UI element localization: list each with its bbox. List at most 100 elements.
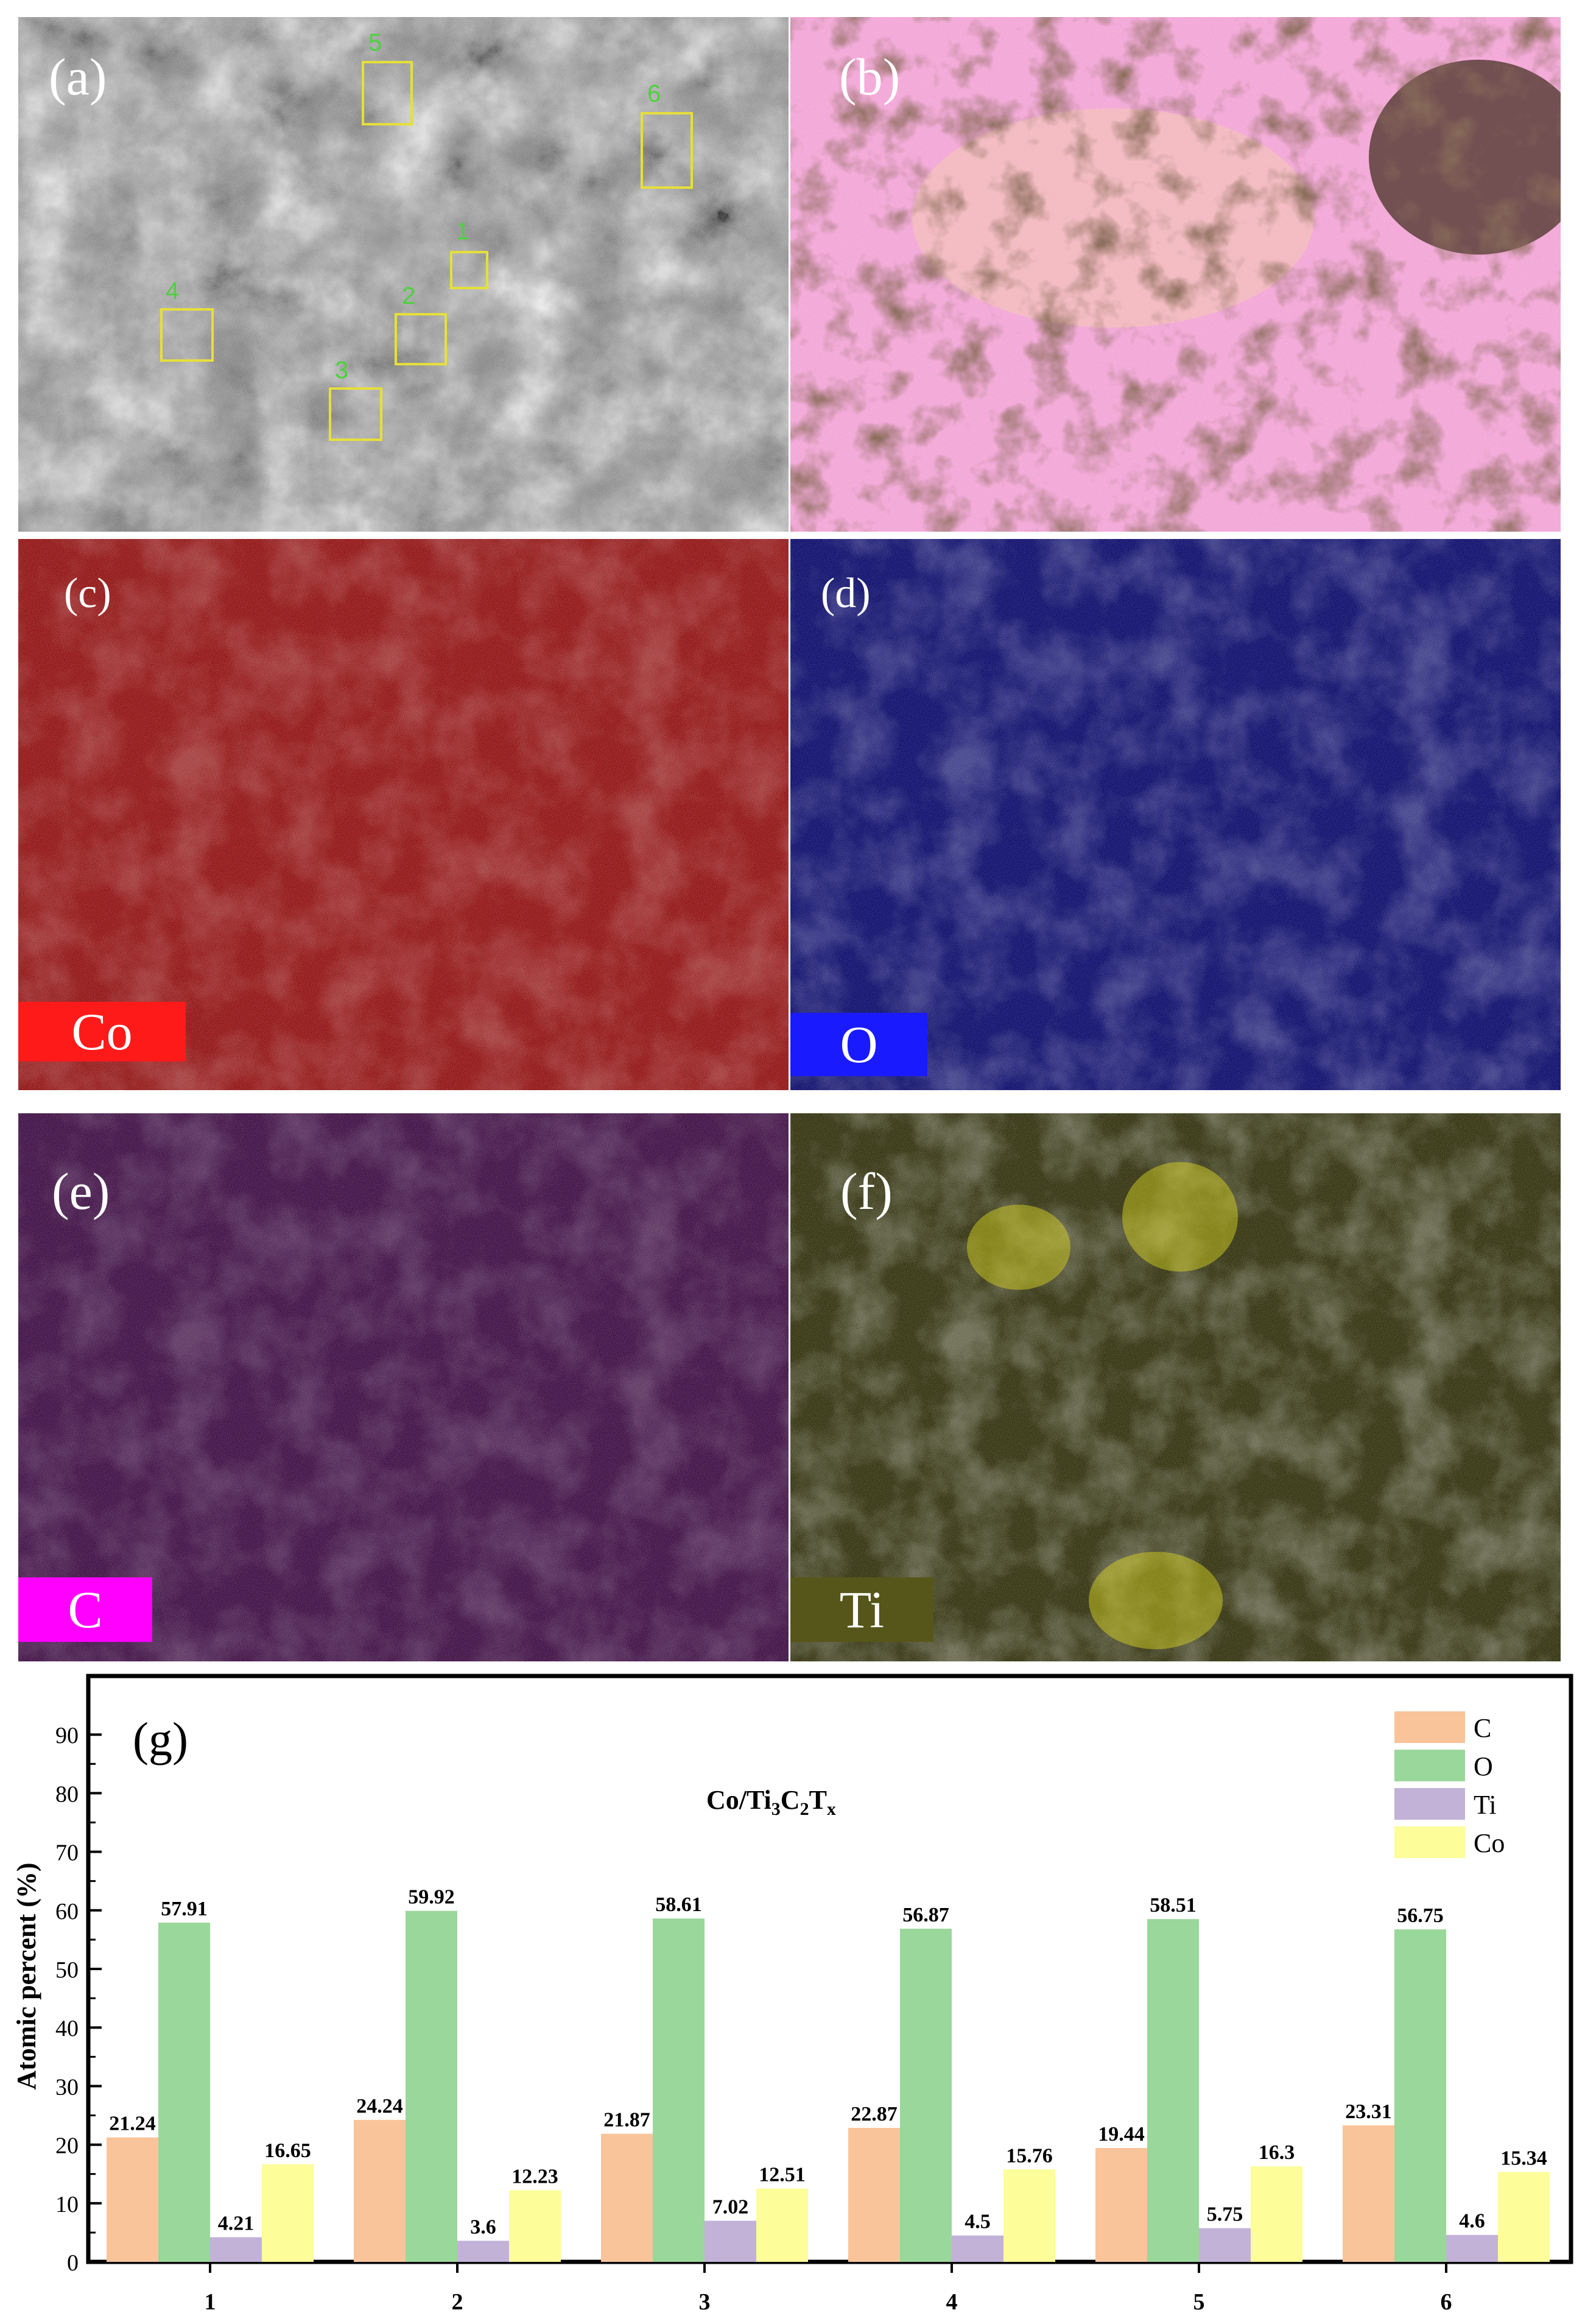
legend-swatch-c bbox=[1394, 1711, 1465, 1743]
legend: CO Ti Co bbox=[1394, 1711, 1505, 1858]
y-axis: 0 10 20 30 40 50 60 70 80 90 bbox=[55, 1723, 102, 2276]
bar-value-label: 15.34 bbox=[1500, 2147, 1547, 2169]
panel-b-overlay-map: (b) bbox=[790, 17, 1561, 532]
bar-c-1 bbox=[107, 2137, 158, 2262]
bar-value-label: 16.65 bbox=[264, 2139, 311, 2162]
roi-box-5 bbox=[362, 61, 413, 125]
bar-co-6 bbox=[1498, 2172, 1550, 2262]
y-tick-label: 0 bbox=[67, 2250, 79, 2276]
bar-co-1 bbox=[262, 2164, 314, 2262]
x-axis: 1 2 3 4 5 6 bbox=[205, 2262, 1452, 2314]
legend-swatch-co bbox=[1394, 1826, 1465, 1858]
panel-label-e: (e) bbox=[52, 1162, 110, 1220]
roi-number-6: 6 bbox=[647, 80, 661, 107]
bars-group bbox=[107, 1910, 1550, 2262]
x-tick-label: 2 bbox=[452, 2289, 463, 2314]
y-tick-label: 30 bbox=[55, 2074, 79, 2100]
bar-value-label: 12.23 bbox=[511, 2165, 558, 2188]
y-axis-label: Atomic percent (%) bbox=[12, 1862, 41, 2090]
bar-o-3 bbox=[653, 1918, 705, 2262]
bar-value-label: 4.6 bbox=[1459, 2210, 1485, 2233]
legend-swatch-o bbox=[1394, 1750, 1465, 1781]
roi-box-2 bbox=[395, 313, 447, 365]
bar-value-label: 24.24 bbox=[356, 2095, 403, 2118]
y-tick-label: 50 bbox=[55, 1957, 79, 1983]
bar-value-label: 56.75 bbox=[1397, 1904, 1444, 1927]
roi-number-4: 4 bbox=[166, 278, 180, 305]
panel-f-ti-map: (f) Ti bbox=[790, 1113, 1561, 1661]
bar-value-label: 4.21 bbox=[218, 2212, 255, 2234]
bar-co-3 bbox=[756, 2188, 808, 2262]
bar-o-2 bbox=[406, 1910, 457, 2262]
bar-ti-6 bbox=[1446, 2234, 1498, 2262]
element-tag-ti: Ti bbox=[790, 1577, 933, 1642]
y-tick-label: 20 bbox=[55, 2133, 79, 2159]
bar-value-label: 19.44 bbox=[1098, 2123, 1145, 2146]
bar-value-label: 56.87 bbox=[902, 1904, 949, 1926]
roi-number-2: 2 bbox=[402, 283, 416, 309]
element-tag-c: C bbox=[18, 1577, 152, 1642]
bar-value-label: 15.76 bbox=[1006, 2144, 1053, 2167]
roi-box-4 bbox=[160, 308, 214, 362]
plot-frame bbox=[86, 1674, 1573, 2264]
y-tick-label: 10 bbox=[55, 2192, 79, 2217]
o-map-image bbox=[790, 539, 1561, 1090]
panel-label-g: (g) bbox=[133, 1713, 188, 1766]
bar-value-label: 57.91 bbox=[161, 1898, 208, 1920]
bar-value-label: 21.87 bbox=[603, 2109, 650, 2132]
legend-label-co: Co bbox=[1474, 1828, 1505, 1858]
bar-co-4 bbox=[1003, 2169, 1055, 2262]
legend-label-ti: Ti bbox=[1474, 1790, 1497, 1820]
panel-label-f: (f) bbox=[840, 1162, 893, 1220]
bar-ti-2 bbox=[457, 2241, 509, 2262]
bar-o-4 bbox=[900, 1928, 952, 2262]
co-map-image bbox=[18, 539, 789, 1090]
bar-value-label: 59.92 bbox=[408, 1886, 455, 1909]
y-tick-label: 90 bbox=[55, 1723, 79, 1748]
bar-value-label: 23.31 bbox=[1345, 2100, 1392, 2123]
x-tick-label: 4 bbox=[946, 2289, 958, 2314]
bar-c-3 bbox=[601, 2133, 653, 2262]
panel-a-sem-image: (a) 1 2 3 4 5 6 bbox=[18, 17, 789, 532]
panel-e-c-map: (e) C bbox=[18, 1113, 789, 1661]
legend-label-c: C bbox=[1474, 1713, 1491, 1743]
element-tag-o: O bbox=[790, 1013, 927, 1076]
bar-c-4 bbox=[848, 2127, 900, 2262]
bar-value-label: 16.3 bbox=[1259, 2141, 1295, 2164]
overlay-texture-image bbox=[790, 17, 1561, 532]
roi-box-1 bbox=[450, 251, 488, 289]
panel-label-d: (d) bbox=[821, 570, 871, 617]
bar-co-5 bbox=[1251, 2166, 1302, 2262]
bar-o-1 bbox=[158, 1922, 210, 2262]
chart-title: Co/Ti3C2Tx bbox=[706, 1785, 836, 1819]
bar-value-label: 22.87 bbox=[851, 2103, 898, 2125]
bar-value-label: 3.6 bbox=[470, 2216, 496, 2238]
bar-c-2 bbox=[354, 2119, 406, 2262]
bar-o-5 bbox=[1147, 1919, 1199, 2262]
bar-value-label: 4.5 bbox=[965, 2211, 991, 2233]
bar-ti-5 bbox=[1199, 2228, 1251, 2262]
roi-number-5: 5 bbox=[368, 29, 382, 56]
bar-ti-1 bbox=[210, 2237, 262, 2262]
roi-number-3: 3 bbox=[335, 357, 349, 384]
legend-label-o: O bbox=[1474, 1752, 1493, 1781]
bar-value-label: 12.51 bbox=[759, 2164, 806, 2186]
y-tick-label: 80 bbox=[55, 1781, 79, 1807]
bar-value-label: 5.75 bbox=[1207, 2203, 1243, 2226]
ti-map-image bbox=[790, 1113, 1561, 1661]
bar-o-6 bbox=[1394, 1929, 1446, 2262]
bar-value-label: 7.02 bbox=[712, 2195, 749, 2218]
bar-value-label: 58.51 bbox=[1150, 1894, 1197, 1917]
sem-texture-image bbox=[18, 17, 789, 532]
legend-swatch-ti bbox=[1394, 1788, 1465, 1820]
panel-label-c: (c) bbox=[64, 570, 111, 617]
x-tick-label: 3 bbox=[699, 2289, 711, 2314]
c-map-image bbox=[18, 1113, 789, 1661]
panel-label-a: (a) bbox=[49, 48, 107, 106]
bar-c-5 bbox=[1095, 2147, 1147, 2262]
panel-label-b: (b) bbox=[839, 48, 901, 106]
roi-box-3 bbox=[329, 387, 382, 441]
bar-co-2 bbox=[509, 2190, 561, 2262]
bar-ti-4 bbox=[952, 2235, 1003, 2262]
